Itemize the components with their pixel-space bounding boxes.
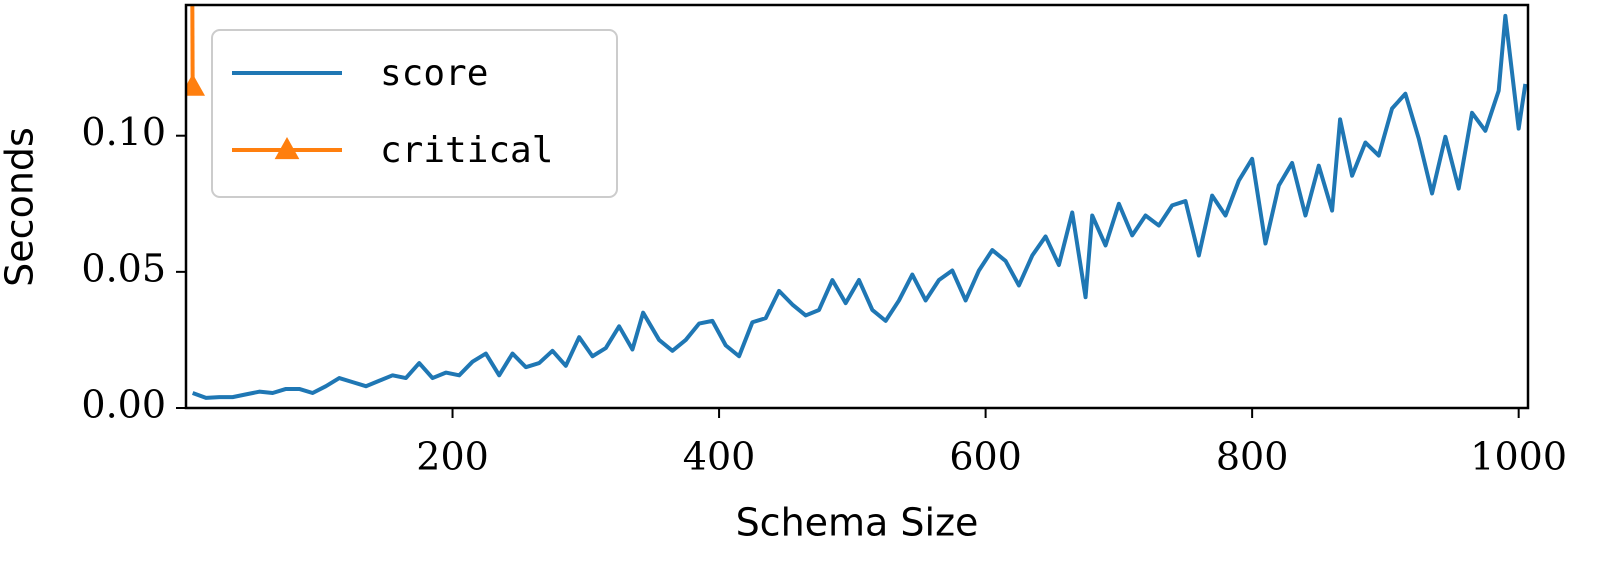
plot-area <box>186 5 1528 400</box>
x-tick-label: 1000 <box>1470 435 1567 479</box>
legend-label: score <box>380 53 488 94</box>
legend-label: critical <box>380 130 553 171</box>
legend-marker <box>274 137 300 160</box>
series-marker <box>186 73 206 96</box>
x-tick-label: 800 <box>1216 435 1289 479</box>
x-tick-label: 600 <box>949 435 1022 479</box>
x-tick-label: 400 <box>683 435 756 479</box>
axes-frame <box>184 3 1530 410</box>
x-tick-label: 200 <box>416 435 489 479</box>
y-tick-label: 0.05 <box>81 246 166 290</box>
y-tick-label: 0.00 <box>81 383 166 427</box>
y-tick-label: 0.10 <box>81 110 166 154</box>
y-axis-label: Seconds <box>0 127 42 287</box>
series-line <box>190 5 195 87</box>
legend: score critical <box>211 29 618 198</box>
x-axis-label: Schema Size <box>736 501 979 545</box>
series-line <box>191 13 1528 400</box>
